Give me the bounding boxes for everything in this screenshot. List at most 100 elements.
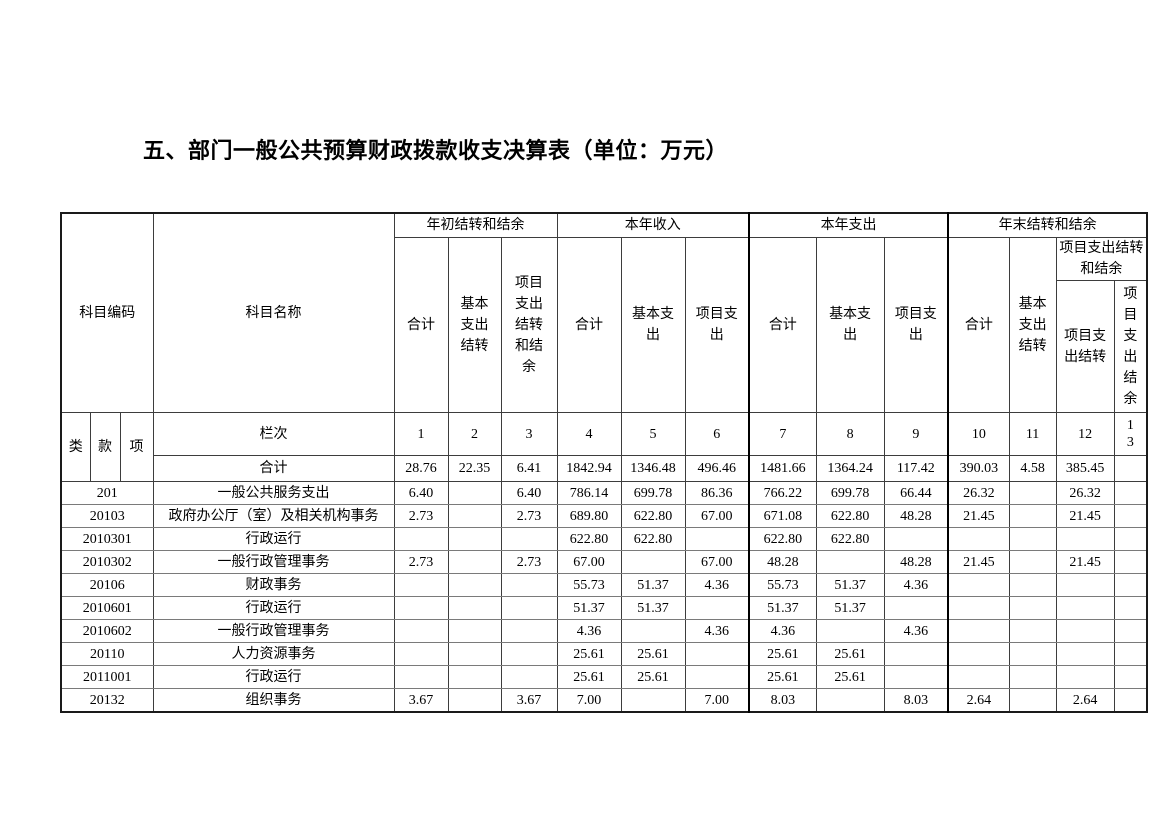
row-value-8 bbox=[815, 619, 885, 643]
row-value-1 bbox=[393, 527, 449, 551]
column-index-11: 11 bbox=[1008, 412, 1057, 456]
row-value-5: 622.80 bbox=[620, 504, 686, 528]
row-value-2 bbox=[447, 527, 502, 551]
row-value-5 bbox=[620, 688, 686, 713]
row-value-10 bbox=[947, 619, 1010, 643]
total-value-10: 390.03 bbox=[947, 455, 1010, 482]
header-code-class: 类 bbox=[60, 412, 91, 482]
row-value-5: 51.37 bbox=[620, 573, 686, 597]
row-value-7: 25.61 bbox=[748, 642, 817, 666]
row-value-12 bbox=[1055, 619, 1115, 643]
total-value-13 bbox=[1113, 455, 1148, 482]
row-value-10 bbox=[947, 665, 1010, 689]
row-value-4: 622.80 bbox=[556, 527, 622, 551]
header-group-year-income: 本年收入 bbox=[556, 212, 750, 238]
row-name: 人力资源事务 bbox=[152, 642, 395, 666]
header-code-item: 项 bbox=[119, 412, 154, 482]
row-value-12: 21.45 bbox=[1055, 504, 1115, 528]
table-row-2010301: 2010301 行政运行 622.80 622.80 622.80 622.80 bbox=[60, 527, 1148, 551]
header-subject-code: 科目编码 bbox=[60, 212, 154, 413]
row-name: 组织事务 bbox=[152, 688, 395, 713]
row-value-10 bbox=[947, 573, 1010, 597]
row-value-7: 25.61 bbox=[748, 665, 817, 689]
row-value-7: 4.36 bbox=[748, 619, 817, 643]
row-value-13 bbox=[1113, 504, 1148, 528]
total-value-2: 22.35 bbox=[447, 455, 502, 482]
row-value-11 bbox=[1008, 688, 1057, 713]
row-value-5: 51.37 bbox=[620, 596, 686, 620]
row-value-3 bbox=[500, 665, 558, 689]
total-value-7: 1481.66 bbox=[748, 455, 817, 482]
column-index-6: 6 bbox=[684, 412, 750, 456]
header-group-year-expense: 本年支出 bbox=[748, 212, 949, 238]
row-value-11 bbox=[1008, 619, 1057, 643]
row-value-6: 4.36 bbox=[684, 619, 750, 643]
row-value-9: 4.36 bbox=[883, 619, 949, 643]
column-index-1: 1 bbox=[393, 412, 449, 456]
row-value-8: 699.78 bbox=[815, 481, 885, 505]
row-value-11 bbox=[1008, 550, 1057, 574]
row-code: 2011001 bbox=[60, 665, 154, 689]
header-col-11: 基本支出结转 bbox=[1008, 237, 1057, 413]
row-name: 行政运行 bbox=[152, 665, 395, 689]
header-col-9: 项目支出 bbox=[883, 237, 949, 413]
row-value-8: 25.61 bbox=[815, 642, 885, 666]
column-index-row: 类 款 项 栏次 1 2 3 4 5 6 7 8 9 10 11 12 13 bbox=[60, 412, 1148, 482]
row-value-2 bbox=[447, 596, 502, 620]
row-value-3 bbox=[500, 642, 558, 666]
row-value-1: 2.73 bbox=[393, 550, 449, 574]
row-value-8: 51.37 bbox=[815, 573, 885, 597]
header-col-13: 项目支出结余 bbox=[1113, 280, 1148, 413]
table-row-2011001: 2011001 行政运行 25.61 25.61 25.61 25.61 bbox=[60, 665, 1148, 689]
row-value-10 bbox=[947, 642, 1010, 666]
column-index-9: 9 bbox=[883, 412, 949, 456]
row-name: 政府办公厅（室）及相关机构事务 bbox=[152, 504, 395, 528]
row-value-3: 2.73 bbox=[500, 504, 558, 528]
row-value-8 bbox=[815, 688, 885, 713]
header-subgroup-project-balance: 项目支出结转和结余 bbox=[1055, 237, 1148, 281]
row-value-3: 6.40 bbox=[500, 481, 558, 505]
total-value-9: 117.42 bbox=[883, 455, 949, 482]
row-value-5: 622.80 bbox=[620, 527, 686, 551]
row-value-2 bbox=[447, 573, 502, 597]
row-value-8: 622.80 bbox=[815, 504, 885, 528]
row-value-13 bbox=[1113, 550, 1148, 574]
row-value-12: 21.45 bbox=[1055, 550, 1115, 574]
total-value-3: 6.41 bbox=[500, 455, 558, 482]
table-row-20103: 20103 政府办公厅（室）及相关机构事务 2.73 2.73 689.80 622.80… bbox=[60, 504, 1148, 528]
row-value-13 bbox=[1113, 619, 1148, 643]
row-value-1 bbox=[393, 573, 449, 597]
row-code: 20132 bbox=[60, 688, 154, 713]
row-value-2 bbox=[447, 688, 502, 713]
budget-table: 科目编码 科目名称 年初结转和结余 本年收入 本年支出 年末结转和结余 合计 基… bbox=[60, 212, 1149, 713]
table-row-2010302: 2010302 一般行政管理事务 2.73 2.73 67.00 67.00 48.28 48… bbox=[60, 550, 1148, 574]
row-value-2 bbox=[447, 665, 502, 689]
page-title: 五、部门一般公共预算财政拨款收支决算表（单位：万元） bbox=[143, 138, 729, 163]
total-value-11: 4.58 bbox=[1008, 455, 1057, 482]
column-index-4: 4 bbox=[556, 412, 622, 456]
row-value-11 bbox=[1008, 504, 1057, 528]
row-value-10 bbox=[947, 527, 1010, 551]
header-code-section: 款 bbox=[89, 412, 121, 482]
row-value-8 bbox=[815, 550, 885, 574]
row-value-7: 55.73 bbox=[748, 573, 817, 597]
row-value-1 bbox=[393, 596, 449, 620]
row-value-10: 2.64 bbox=[947, 688, 1010, 713]
row-value-13 bbox=[1113, 642, 1148, 666]
row-value-9 bbox=[883, 642, 949, 666]
row-value-5: 25.61 bbox=[620, 642, 686, 666]
row-value-8: 51.37 bbox=[815, 596, 885, 620]
table-row-20132: 20132 组织事务 3.67 3.67 7.00 7.00 8.03 8.03 2.64 2.6… bbox=[60, 688, 1148, 713]
row-value-5: 699.78 bbox=[620, 481, 686, 505]
total-row: 合计 28.76 22.35 6.41 1842.94 1346.48 496.46 148… bbox=[61, 455, 1148, 482]
header-col-8: 基本支出 bbox=[815, 237, 885, 413]
row-value-6: 86.36 bbox=[684, 481, 750, 505]
header-group-end-balance: 年末结转和结余 bbox=[947, 212, 1148, 238]
column-index-2: 2 bbox=[447, 412, 502, 456]
row-value-7: 671.08 bbox=[748, 504, 817, 528]
total-value-4: 1842.94 bbox=[556, 455, 622, 482]
row-value-6 bbox=[684, 596, 750, 620]
column-index-3: 3 bbox=[500, 412, 558, 456]
row-value-6 bbox=[684, 665, 750, 689]
row-value-11 bbox=[1008, 596, 1057, 620]
